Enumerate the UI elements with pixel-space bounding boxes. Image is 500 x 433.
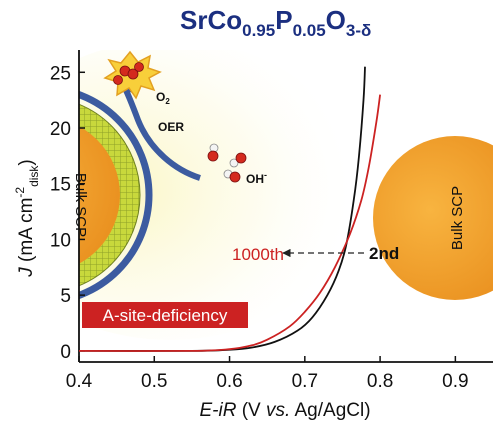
o2-label: O2 [156,90,170,106]
chart-title: SrCo0.95P0.05O3-δ [180,5,371,40]
title-part-2: P [275,5,292,35]
o2-atom [127,68,139,80]
bulk-right-particle [373,136,493,300]
particle-bulk-core [79,126,120,264]
oxygen-atom [235,152,247,164]
x-ticks: 0.4 0.5 0.6 0.7 0.8 0.9 [66,356,469,392]
x-axis-label: E-iR (V vs. Ag/AgCl) [199,400,370,421]
x-tick-label: 0.7 [292,371,318,392]
y-label-sub: disk [27,165,41,187]
y-label-close: ) [16,159,37,165]
title-sub-1: 0.95 [242,21,275,40]
hydrogen-atom [229,158,239,168]
y-ticks: 0 5 10 15 20 25 [50,63,85,363]
particle-illustration [79,50,493,340]
oer-label: OER [158,120,184,134]
deficiency-label: A-site-deficiency [103,306,228,325]
x-tick-label: 0.9 [442,371,468,392]
oxygen-atom [207,150,219,162]
title-sub-3: 3-δ [346,21,371,40]
series-label-1000th: 1000th [232,245,284,264]
o2-atom [134,62,144,72]
bulk-right-label: Bulk SCP [449,186,466,250]
x-label-main: E-iR [199,400,236,421]
oxygen-atom [229,171,241,183]
oer-arrow [121,84,201,181]
x-label-vs: vs. [266,400,290,421]
y-tick-label: 10 [50,230,71,251]
series-label-2nd: 2nd [369,244,399,263]
title-sub-2: 0.05 [293,21,326,40]
x-tick-label: 0.6 [216,371,242,392]
y-label-j: J [16,267,37,278]
particle-blue-ring [79,90,153,300]
o2-atom [113,75,123,85]
x-label-rest: (V [236,400,266,421]
y-label-sup: -2 [13,187,27,198]
oh-label: OH- [246,170,267,186]
y-label-open: (mA cm [16,198,37,268]
y-tick-label: 25 [50,63,71,84]
series-layer [79,66,381,352]
deficiency-badge [82,302,248,328]
y-tick-label: 20 [50,119,71,140]
x-tick-label: 0.4 [66,371,93,392]
axes [78,50,493,363]
x-tick-label: 0.8 [367,371,393,392]
series-line-1000th [79,94,381,352]
title-part-1: SrCo [180,5,242,35]
x-tick-label: 0.5 [141,371,167,392]
y-axis-label: J (mA cm-2disk) [13,159,41,278]
bulk-left-label: Bulk SCP [72,173,89,237]
x-label-tail: Ag/AgCl) [290,400,370,421]
glow-background [79,50,360,340]
y-tick-label: 5 [60,286,71,307]
y-tick-label: 15 [50,175,71,196]
title-part-3: O [326,5,346,35]
y-tick-label: 0 [60,342,71,363]
